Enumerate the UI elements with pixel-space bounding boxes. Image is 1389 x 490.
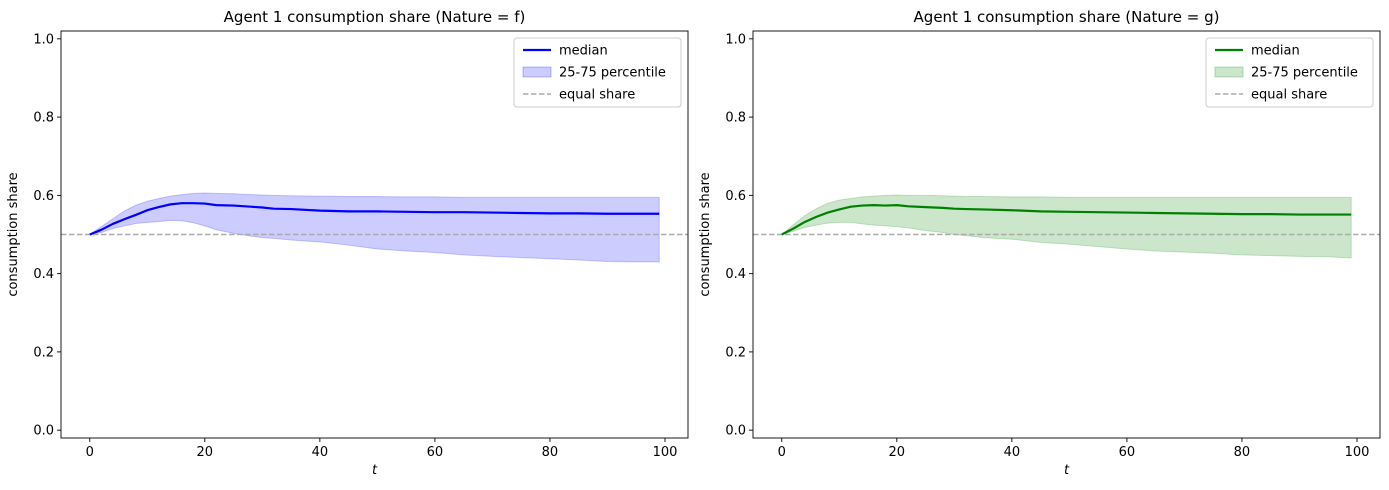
axes-frame	[60, 30, 689, 439]
legend-label: median	[1251, 44, 1300, 59]
chart-panel-2: 0 20 40 60 80 100 0.0 0.2 0.4 0.6 0.8 1.0 Agent 1 co…	[698, 8, 1381, 478]
x-tick-label: 100	[1345, 445, 1370, 460]
y-tick-label: 0.4	[33, 267, 54, 282]
median-line	[781, 204, 1352, 236]
x-tick-label: 60	[1119, 445, 1136, 460]
percentile-band	[89, 192, 660, 263]
y-tick-label: 0.6	[725, 189, 746, 204]
y-tick-label: 0.4	[725, 267, 746, 282]
chart-title: Agent 1 consumption share (Nature = g)	[914, 8, 1220, 26]
legend-label: 25-75 percentile	[1251, 66, 1358, 81]
y-tick-label: 1.0	[725, 32, 746, 47]
legend-box	[1205, 37, 1374, 108]
y-tick-label: 0.8	[725, 111, 746, 126]
x-tick-label: 0	[86, 445, 94, 460]
legend-band-swatch	[522, 66, 552, 78]
y-tick-label: 1.0	[33, 32, 54, 47]
axes-frame	[752, 30, 1381, 439]
x-tick-label: 100	[653, 445, 678, 460]
x-axis-label: t	[1064, 463, 1070, 478]
x-tick-label: 20	[197, 445, 214, 460]
y-tick-label: 0.0	[725, 424, 746, 439]
legend-band-swatch	[1214, 66, 1244, 78]
y-axis-label: consumption share	[6, 172, 21, 296]
legend-label: 25-75 percentile	[559, 66, 666, 81]
y-tick-label: 0.8	[33, 111, 54, 126]
y-tick-label: 0.2	[33, 345, 54, 360]
x-axis-label: t	[372, 463, 378, 478]
x-tick-label: 0	[778, 445, 786, 460]
median-line	[89, 202, 660, 236]
x-tick-label: 60	[427, 445, 444, 460]
legend-label: equal share	[559, 88, 635, 103]
percentile-band	[781, 194, 1352, 259]
x-tick-label: 80	[542, 445, 559, 460]
chart-panel-1: 0 20 40 60 80 100 0.0 0.2 0.4 0.6 0.8 1.0 Agent 1 co…	[6, 8, 689, 478]
y-tick-label: 0.2	[725, 345, 746, 360]
x-tick-label: 40	[312, 445, 329, 460]
legend-box	[513, 37, 682, 108]
x-tick-label: 40	[1004, 445, 1021, 460]
y-tick-label: 0.6	[33, 189, 54, 204]
legend-label: equal share	[1251, 88, 1327, 103]
legend: median 25-75 percentile equal share	[513, 37, 682, 108]
chart-title: Agent 1 consumption share (Nature = f)	[224, 8, 526, 26]
x-tick-label: 80	[1234, 445, 1251, 460]
y-axis-label: consumption share	[698, 172, 713, 296]
legend: median 25-75 percentile equal share	[1205, 37, 1374, 108]
legend-label: median	[559, 44, 608, 59]
y-tick-label: 0.0	[33, 424, 54, 439]
x-tick-label: 20	[889, 445, 906, 460]
